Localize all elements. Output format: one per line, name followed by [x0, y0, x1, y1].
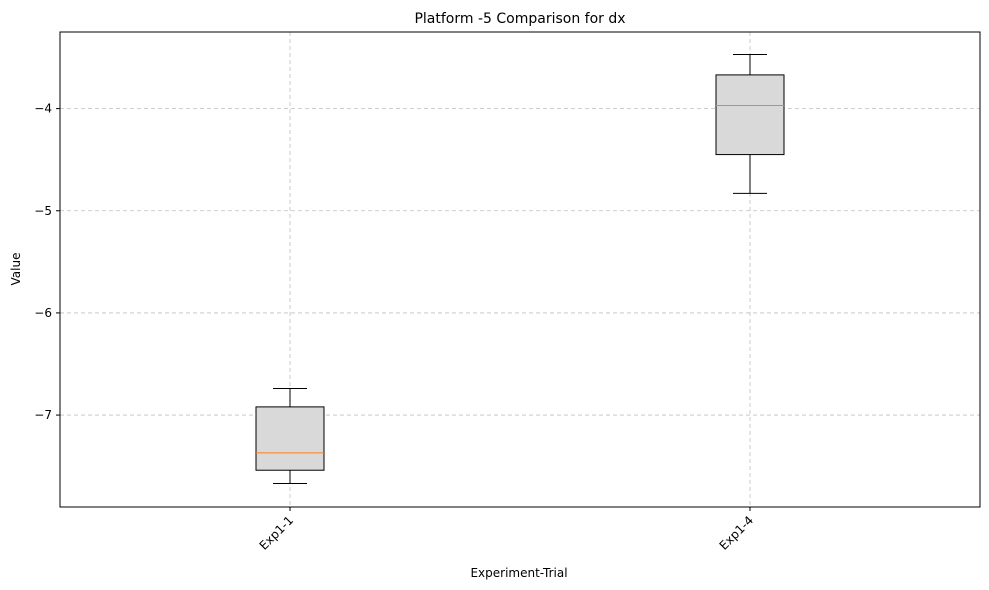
- iqr-box: [255, 406, 325, 471]
- y-tick-label: −6: [34, 306, 52, 320]
- chart-title: Platform -5 Comparison for dx: [414, 11, 625, 27]
- x-tick-label: Exp1-4: [717, 513, 757, 553]
- y-axis: −7 −6 −5 −4: [34, 102, 60, 422]
- y-tick-label: −7: [34, 408, 52, 422]
- iqr-box: [715, 74, 785, 156]
- x-tick-label: Exp1-1: [257, 513, 297, 553]
- x-axis: Exp1-1 Exp1-4: [257, 507, 757, 553]
- box-exp1-1: [255, 388, 325, 485]
- box-series: [255, 53, 785, 485]
- box-exp1-4: [715, 53, 785, 194]
- plot-frame: [59, 31, 981, 508]
- y-axis-label: Value: [9, 253, 23, 286]
- y-tick-label: −4: [34, 102, 52, 116]
- y-tick-label: −5: [34, 204, 52, 218]
- grid: [60, 32, 980, 507]
- x-axis-label: Experiment-Trial: [470, 566, 567, 580]
